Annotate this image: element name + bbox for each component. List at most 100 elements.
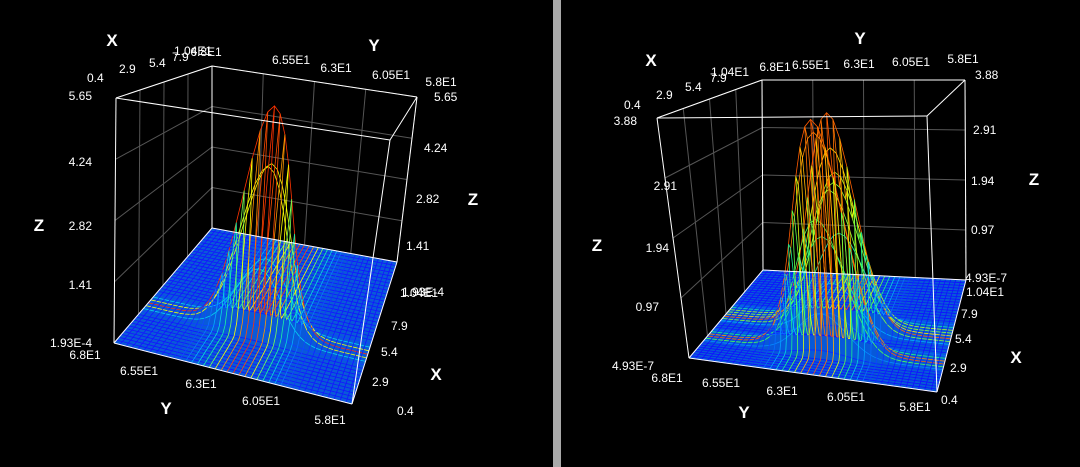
x-axis-title: X: [106, 31, 118, 50]
surface-floor: [114, 228, 397, 404]
y-tick-label: 6.3E1: [320, 61, 352, 75]
surface-mesh-line: [339, 260, 389, 402]
y-tick-label: 6.55E1: [702, 376, 740, 390]
surface-mesh-line: [309, 255, 365, 394]
y-gridline: [709, 98, 727, 315]
surface-mesh-line: [887, 277, 926, 386]
surface-mesh-line: [155, 233, 245, 354]
surface-mesh-line: [713, 270, 784, 362]
z-tick-label: 4.24: [424, 141, 448, 155]
bounding-box-edge: [351, 139, 391, 405]
bounding-box-edge: [656, 117, 690, 359]
bounding-box-edge: [211, 227, 398, 263]
y-tick-label: 6.05E1: [892, 55, 930, 69]
bounding-box-edge: [351, 261, 398, 405]
surface-mesh-line: [843, 232, 891, 380]
z-tick-label: 0.97: [636, 300, 660, 314]
x-tick-label: 5.4: [381, 345, 398, 359]
y-tick-label: 5.8E1: [425, 75, 457, 89]
z-tick-label: 1.94: [971, 174, 995, 188]
surface-mesh-line: [315, 256, 370, 396]
bounding-box-edge: [389, 96, 418, 141]
surface-mesh-line: [304, 255, 361, 392]
surface-mesh-line: [119, 228, 217, 345]
x-tick-label: 7.9: [172, 50, 189, 64]
bounding-box-edge: [656, 79, 763, 119]
surface-mesh-line: [924, 279, 957, 391]
surface-mesh-line: [824, 138, 876, 377]
y-tick-label: 6.55E1: [792, 58, 830, 72]
x-tick-label: 7.9: [961, 307, 978, 321]
surface-mesh-line: [345, 261, 393, 403]
x-tick-label: 0.4: [941, 393, 958, 407]
y-tick-label: 6.05E1: [827, 390, 865, 404]
bounding-box-edge: [113, 227, 213, 344]
y-tick-label: 6.3E1: [766, 384, 798, 398]
surface-mesh-line: [719, 271, 789, 363]
surface-mesh-line: [131, 230, 227, 348]
bounding-box-edge: [761, 79, 764, 271]
surface-mesh-line: [725, 271, 794, 364]
right-surface-plot-panel[interactable]: 4.93E-7 0.97 1.94 2.91 3.88 4.93E-7 0.97 1.94 2.…: [561, 0, 1080, 467]
x-tick-label: 1.04E1: [400, 286, 438, 300]
z-tick-label: 1.94: [646, 241, 670, 255]
z-axis-title: Z: [592, 236, 602, 255]
surface-mesh-line: [856, 276, 901, 382]
surface-mesh-line: [244, 134, 315, 377]
x-tick-label: 0.4: [87, 71, 104, 85]
bounding-box-edge: [656, 115, 928, 119]
surface-mesh-line: [167, 235, 254, 357]
surface-mesh-line: [190, 238, 273, 364]
surface-mesh-line: [292, 253, 352, 389]
z-axis-title: Z: [468, 190, 478, 209]
x-tick-label: 5.4: [149, 56, 166, 70]
surface-mesh-line: [787, 197, 845, 372]
bounding-box-edge: [113, 97, 117, 344]
z-tick-label: 5.65: [434, 90, 458, 104]
surface-mesh-line: [880, 277, 921, 385]
surface-mesh-line: [280, 251, 342, 386]
surface-mesh-line: [775, 256, 835, 371]
surface-mesh-line: [911, 278, 947, 389]
surface-mesh-line: [321, 257, 375, 397]
x-gridline: [350, 89, 367, 254]
x-tick-label: 2.9: [950, 361, 967, 375]
y-axis-title: Y: [160, 399, 172, 418]
z-tick-label: 3.88: [975, 68, 999, 82]
x-tick-label: 7.9: [710, 71, 727, 85]
z-tick-label: 4.93E-7: [965, 271, 1007, 285]
right-surface-plot[interactable]: 4.93E-7 0.97 1.94 2.91 3.88 4.93E-7 0.97 1.94 2.…: [561, 0, 1080, 467]
bounding-box-edge: [926, 115, 938, 393]
surface-mesh-line: [298, 254, 356, 391]
y-tick-label: 6.8E1: [651, 371, 683, 385]
surface-mesh-line: [893, 278, 931, 387]
z-gridline: [656, 79, 965, 119]
z-tick-label: 1.41: [69, 278, 93, 292]
y-tick-label: 6.3E1: [843, 57, 875, 71]
surface-mesh-line: [262, 233, 328, 382]
bounding-box-edge: [688, 269, 764, 359]
surface-mesh-line: [173, 236, 259, 359]
surface-mesh-line: [286, 252, 347, 388]
z-tick-label: 4.93E-7: [612, 359, 654, 373]
x-tick-label: 0.4: [624, 98, 641, 112]
surface-mesh-line: [137, 231, 231, 350]
z-tick-label: 2.91: [973, 123, 997, 137]
surface-mesh-line: [899, 278, 936, 388]
surface-mesh-line: [143, 232, 236, 351]
x-tick-label: 0.4: [397, 404, 414, 418]
y-tick-label: 6.8E1: [190, 45, 222, 59]
left-surface-plot[interactable]: 1.93E-4 1.41 2.82 4.24 5.65 1.93E-4 1.41 2.82 4.…: [0, 0, 553, 467]
bounding-box-edge: [115, 65, 213, 99]
x-axis-title: X: [430, 365, 442, 384]
surface-mesh-line: [905, 278, 941, 388]
surface-mesh-line: [831, 166, 881, 378]
y-tick-label: 6.8E1: [69, 348, 101, 362]
y-gridline: [187, 73, 189, 257]
z-tick-label: 1.93E-4: [50, 336, 92, 350]
bounding-box-edge: [936, 279, 967, 393]
left-surface-plot-panel[interactable]: 1.93E-4 1.41 2.82 4.24 5.65 1.93E-4 1.41 2.82 4.…: [0, 0, 553, 467]
split-divider[interactable]: [553, 0, 561, 467]
surface-mesh-line: [794, 165, 850, 373]
surface-mesh-line: [874, 277, 916, 384]
